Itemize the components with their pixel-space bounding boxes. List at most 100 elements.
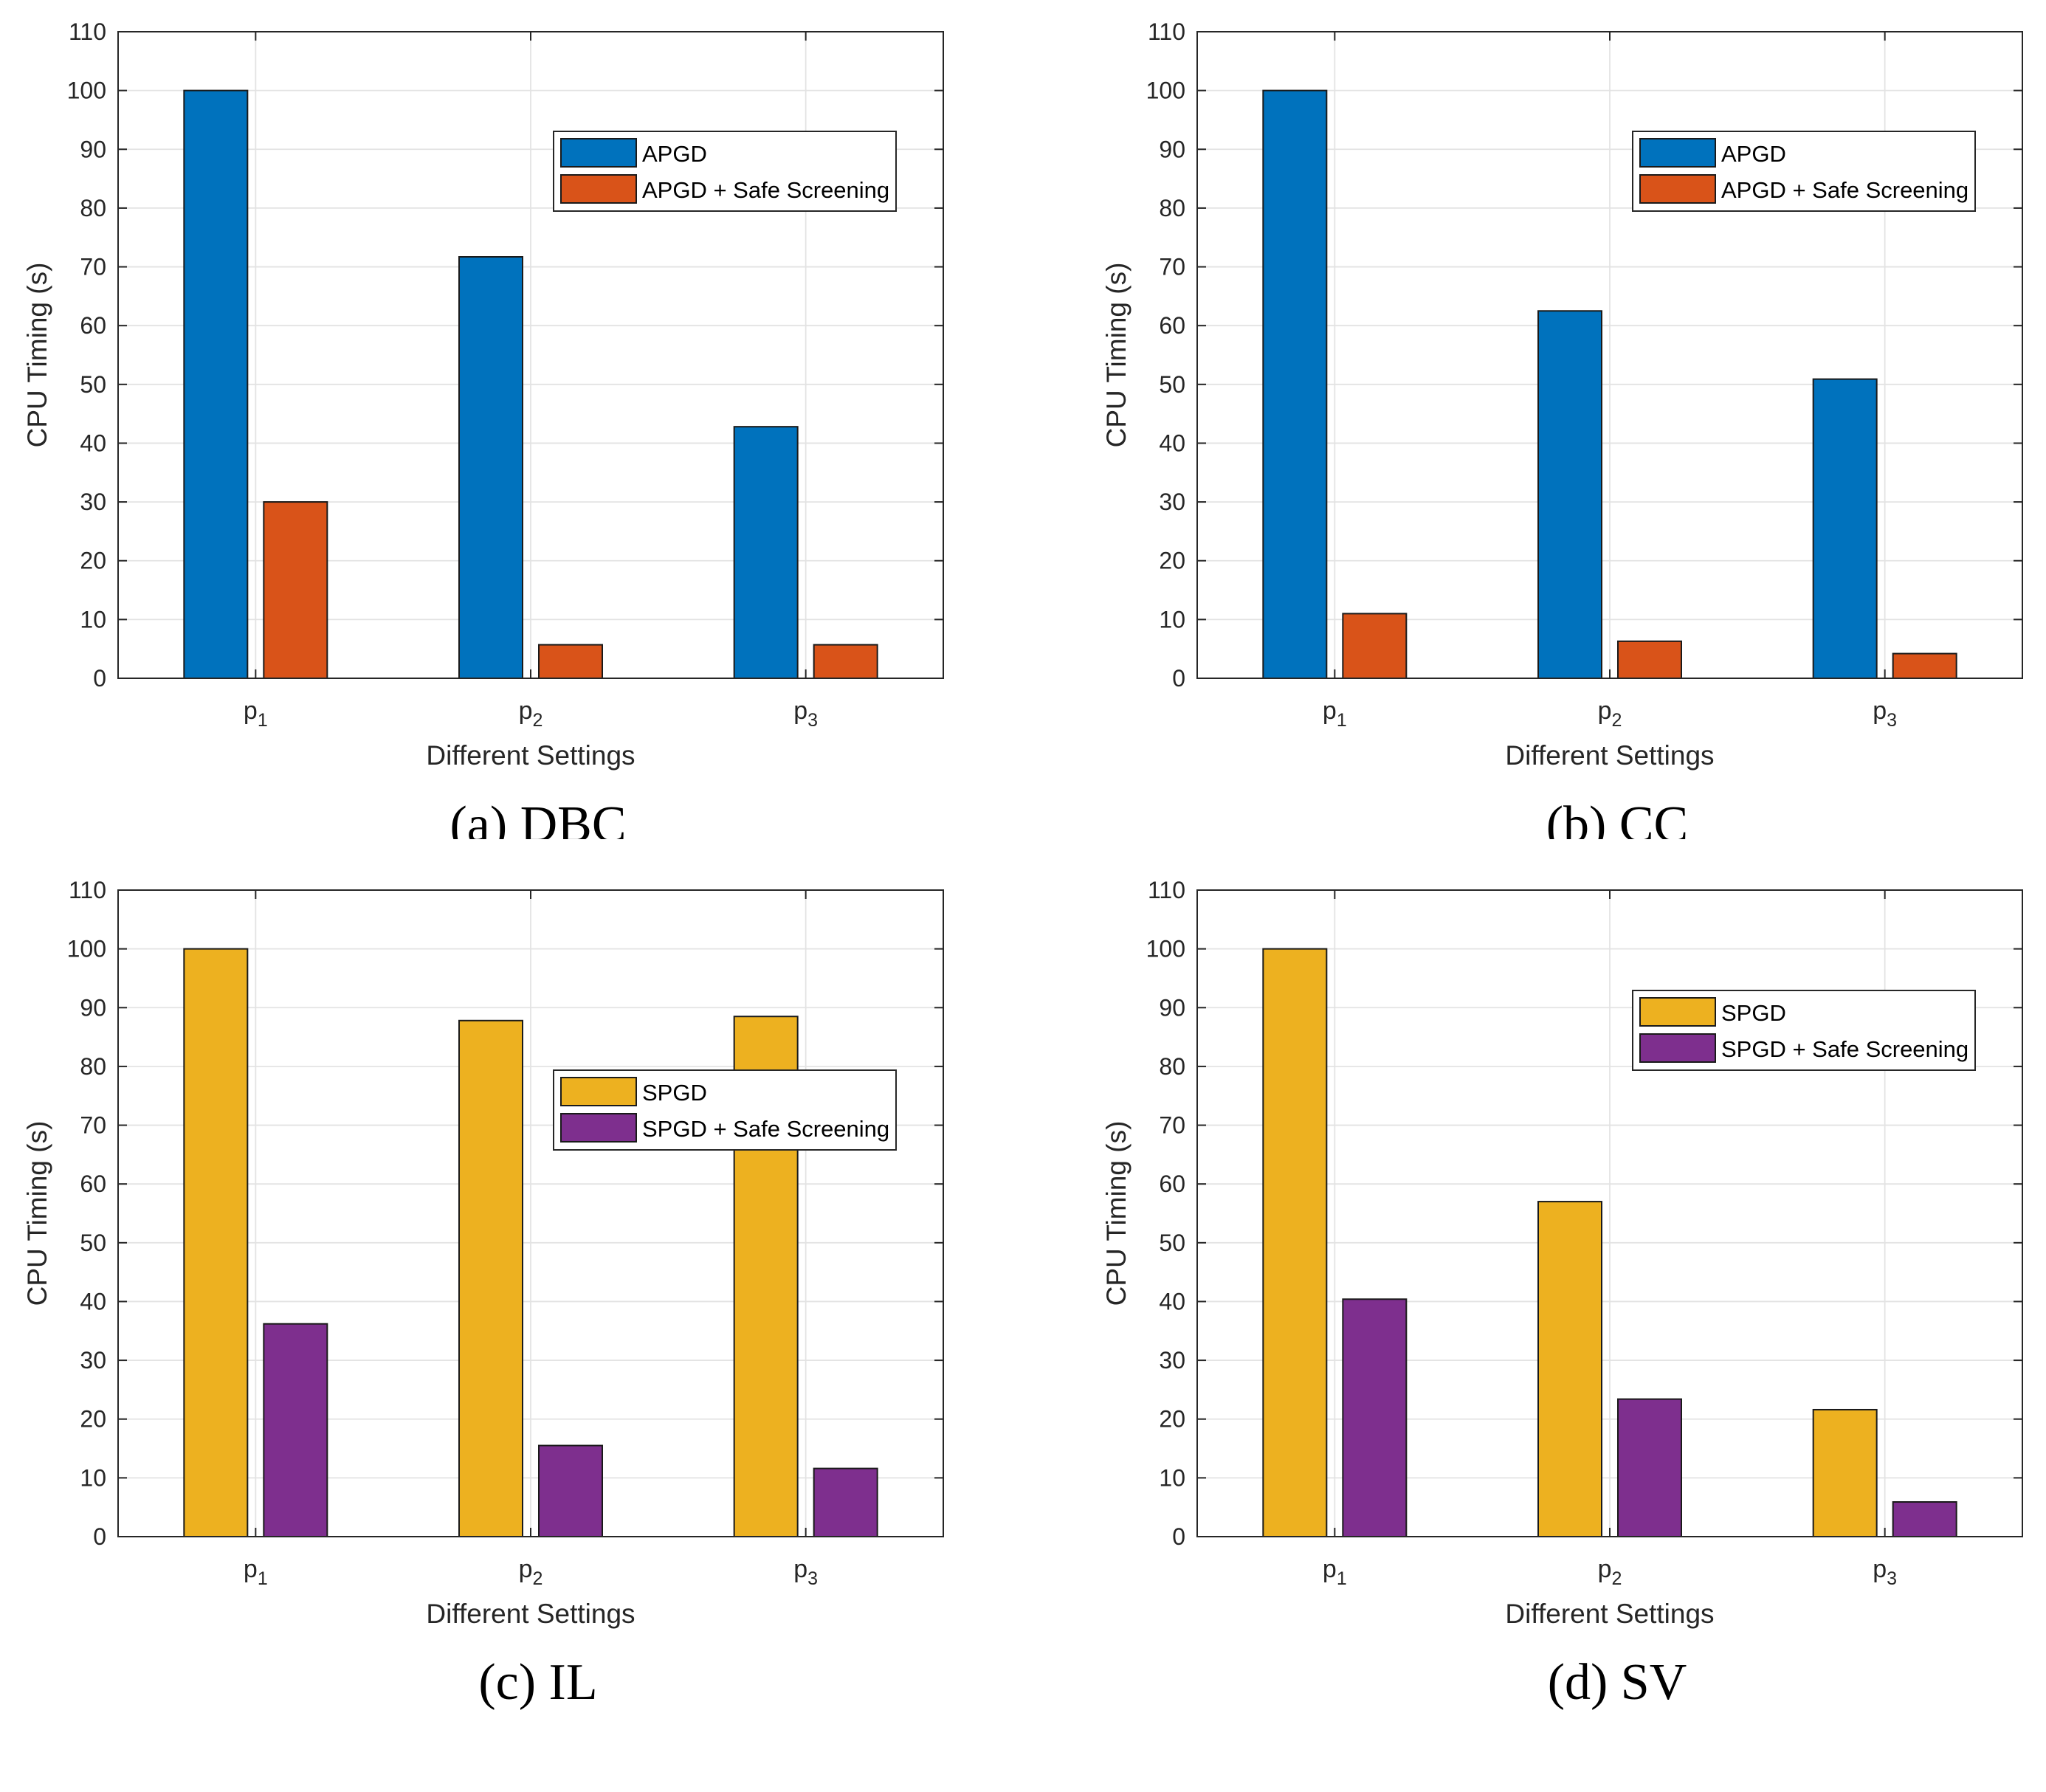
y-tick-label: 0 [93, 1523, 106, 1550]
panel-caption: (d) SV [1548, 1654, 1687, 1711]
y-axis-label: CPU Timing (s) [22, 1121, 52, 1306]
y-tick-label: 0 [1172, 665, 1185, 692]
bar-apgd-p3 [733, 426, 799, 679]
x-tick-label-p2: p2 [519, 697, 543, 731]
legend-swatch-2 [560, 174, 637, 204]
legend-swatch-1 [1639, 138, 1716, 168]
y-tick-label: 100 [1146, 936, 1185, 962]
y-tick-label: 50 [1159, 1230, 1185, 1256]
y-tick-label: 70 [1159, 254, 1185, 280]
y-tick-label: 100 [67, 77, 106, 104]
x-tick-label-p2: p2 [519, 1555, 543, 1589]
y-axis-label: CPU Timing (s) [22, 263, 52, 448]
chart-panel-2: 0 10 20 30 40 50 60 70 80 90 100 110 p1 p2 p3 Different… [1101, 18, 2023, 853]
y-tick-label: 90 [80, 136, 106, 162]
y-tick-label: 20 [1159, 1406, 1185, 1433]
legend-label-1: SPGD [642, 1080, 707, 1106]
y-tick-label: 70 [80, 1112, 106, 1139]
y-tick-label: 60 [80, 312, 106, 339]
legend-swatch-2 [560, 1113, 637, 1143]
x-tick-label-p3: p3 [1873, 697, 1897, 731]
y-tick-label: 100 [67, 936, 106, 962]
y-tick-label: 20 [80, 548, 106, 574]
y-tick-label: 110 [1148, 877, 1185, 903]
bar-spgd-p1 [183, 948, 249, 1537]
panel-caption: (c) IL [478, 1654, 597, 1711]
bar-spgd-safe-screening-p2 [538, 1444, 603, 1537]
bar-spgd-safe-screening-p3 [813, 1467, 878, 1538]
legend-label-2: APGD + Safe Screening [1721, 177, 1968, 203]
bar-apgd-safe-screening-p3 [813, 644, 878, 680]
y-tick-label: 10 [1159, 1464, 1185, 1491]
y-tick-label: 30 [80, 1347, 106, 1374]
legend-label-1: SPGD [1721, 1000, 1786, 1026]
bar-spgd-safe-screening-p1 [1342, 1298, 1408, 1537]
legend-swatch-2 [1639, 174, 1716, 204]
bar-spgd-p2 [1537, 1201, 1602, 1538]
legend-label-1: APGD [642, 141, 707, 167]
legend: SPGD SPGD + Safe Screening [553, 1069, 897, 1151]
x-tick-label-p2: p2 [1598, 1555, 1622, 1589]
x-axis-label: Different Settings [1505, 740, 1714, 771]
legend-swatch-1 [560, 138, 637, 168]
legend-swatch-1 [1639, 997, 1716, 1027]
bar-apgd-safe-screening-p2 [1617, 640, 1682, 680]
x-tick-label-p1: p1 [244, 1555, 268, 1589]
bar-apgd-p1 [183, 89, 249, 680]
y-tick-label: 50 [80, 1230, 106, 1256]
y-tick-label: 90 [1159, 994, 1185, 1021]
y-tick-label: 10 [80, 606, 106, 633]
y-tick-label: 110 [69, 18, 106, 45]
y-tick-label: 50 [1159, 371, 1185, 398]
y-tick-label: 10 [1159, 606, 1185, 633]
y-tick-label: 50 [80, 371, 106, 398]
y-tick-label: 90 [80, 994, 106, 1021]
bar-spgd-p3 [1812, 1408, 1878, 1538]
y-tick-label: 110 [1148, 18, 1185, 45]
legend-swatch-2 [1639, 1033, 1716, 1063]
legend: SPGD SPGD + Safe Screening [1632, 990, 1976, 1071]
y-tick-label: 80 [1159, 1053, 1185, 1080]
bar-apgd-p1 [1262, 89, 1328, 680]
y-tick-label: 60 [80, 1171, 106, 1197]
x-tick-label-p1: p1 [244, 697, 268, 731]
y-tick-label: 100 [1146, 77, 1185, 104]
y-tick-label: 60 [1159, 312, 1185, 339]
bar-apgd-p3 [1812, 378, 1878, 679]
y-tick-label: 30 [80, 489, 106, 515]
y-tick-label: 70 [1159, 1112, 1185, 1139]
y-tick-label: 90 [1159, 136, 1185, 162]
y-tick-label: 40 [1159, 430, 1185, 456]
y-tick-label: 80 [1159, 195, 1185, 221]
x-axis-label: Different Settings [426, 740, 635, 771]
y-tick-label: 80 [80, 195, 106, 221]
x-tick-label-p3: p3 [793, 1555, 818, 1589]
y-tick-label: 70 [80, 254, 106, 280]
x-tick-label-p3: p3 [1873, 1555, 1897, 1589]
legend: APGD APGD + Safe Screening [553, 131, 897, 212]
y-tick-label: 0 [1172, 1523, 1185, 1550]
bar-apgd-p2 [458, 256, 523, 679]
y-tick-label: 30 [1159, 489, 1185, 515]
bar-apgd-safe-screening-p1 [263, 501, 328, 679]
legend-label-2: SPGD + Safe Screening [642, 1116, 889, 1142]
legend-label-2: APGD + Safe Screening [642, 177, 889, 203]
y-tick-label: 40 [1159, 1288, 1185, 1314]
x-axis-label: Different Settings [426, 1599, 635, 1629]
y-tick-label: 30 [1159, 1347, 1185, 1374]
x-axis-label: Different Settings [1505, 1599, 1714, 1629]
bar-spgd-safe-screening-p1 [263, 1323, 328, 1537]
legend-label-2: SPGD + Safe Screening [1721, 1036, 1968, 1062]
bar-spgd-p1 [1262, 948, 1328, 1537]
legend: APGD APGD + Safe Screening [1632, 131, 1976, 212]
legend-swatch-1 [560, 1077, 637, 1106]
y-tick-label: 40 [80, 430, 106, 456]
chart-panel-1: 0 10 20 30 40 50 60 70 80 90 100 110 p1 p2 p3 Different… [22, 18, 944, 839]
panel-caption: (b) CC [1546, 796, 1689, 853]
bar-apgd-safe-screening-p3 [1892, 652, 1957, 680]
bar-spgd-safe-screening-p3 [1892, 1501, 1957, 1537]
x-tick-label-p2: p2 [1598, 697, 1622, 731]
chart-panel-4: 0 10 20 30 40 50 60 70 80 90 100 110 p1 p2 p3 Different… [1101, 877, 2023, 1711]
y-tick-label: 40 [80, 1288, 106, 1314]
